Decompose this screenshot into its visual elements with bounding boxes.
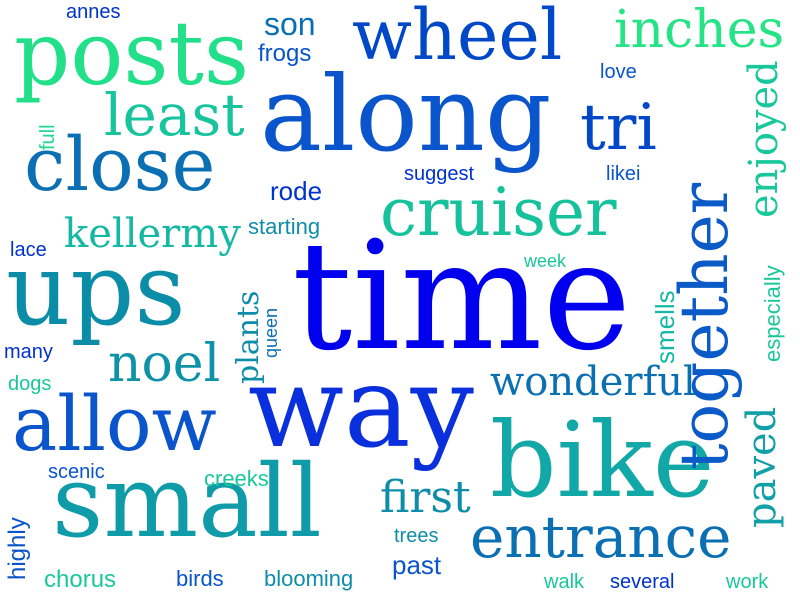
- word-highly: highly: [4, 517, 31, 580]
- word-first: first: [380, 472, 471, 523]
- word-least: least: [104, 81, 245, 149]
- word-birds: birds: [176, 566, 224, 591]
- word-enjoyed: enjoyed: [741, 60, 787, 218]
- word-kellermy: kellermy: [64, 211, 241, 257]
- word-ups: ups: [6, 231, 186, 348]
- word-trees: trees: [394, 525, 439, 547]
- word-annes: annes: [66, 1, 121, 23]
- word-cruiser: cruiser: [380, 174, 617, 251]
- word-bike: bike: [490, 399, 715, 521]
- word-son: son: [264, 6, 316, 42]
- word-suggest: suggest: [404, 163, 475, 185]
- word-together: together: [666, 182, 743, 470]
- word-smells: smells: [650, 290, 680, 364]
- word-full: full: [37, 124, 59, 150]
- word-way: way: [248, 343, 474, 473]
- word-scenic: scenic: [48, 461, 105, 483]
- word-posts: posts: [14, 2, 249, 105]
- word-week: week: [524, 251, 567, 271]
- word-past: past: [392, 550, 442, 580]
- word-walk: walk: [544, 571, 585, 593]
- word-wheel: wheel: [352, 0, 563, 76]
- word-frogs: frogs: [258, 40, 312, 67]
- word-time: time: [292, 210, 632, 384]
- word-chorus: chorus: [44, 566, 117, 593]
- word-paved: paved: [739, 406, 785, 528]
- word-tri: tri: [580, 91, 657, 165]
- word-rode: rode: [270, 176, 323, 206]
- word-small: small: [52, 443, 322, 560]
- word-queen: queen: [261, 307, 281, 358]
- word-inches: inches: [614, 0, 785, 60]
- word-many: many: [4, 341, 53, 363]
- word-dogs: dogs: [8, 373, 52, 395]
- word-along: along: [260, 53, 552, 175]
- word-likei: likei: [606, 163, 641, 185]
- word-noel: noel: [108, 334, 221, 394]
- word-starting: starting: [248, 214, 321, 239]
- word-blooming: blooming: [264, 566, 354, 591]
- word-entrance: entrance: [470, 503, 732, 571]
- word-close: close: [24, 122, 216, 208]
- word-lace: lace: [10, 239, 47, 261]
- word-plants: plants: [231, 290, 266, 384]
- word-love: love: [600, 61, 637, 83]
- word-several: several: [610, 571, 675, 593]
- word-work: work: [726, 571, 769, 593]
- word-wonderful: wonderful: [490, 359, 696, 405]
- word-especially: especially: [760, 265, 785, 362]
- word-creeks: creeks: [204, 466, 269, 491]
- word-allow: allow: [12, 379, 217, 468]
